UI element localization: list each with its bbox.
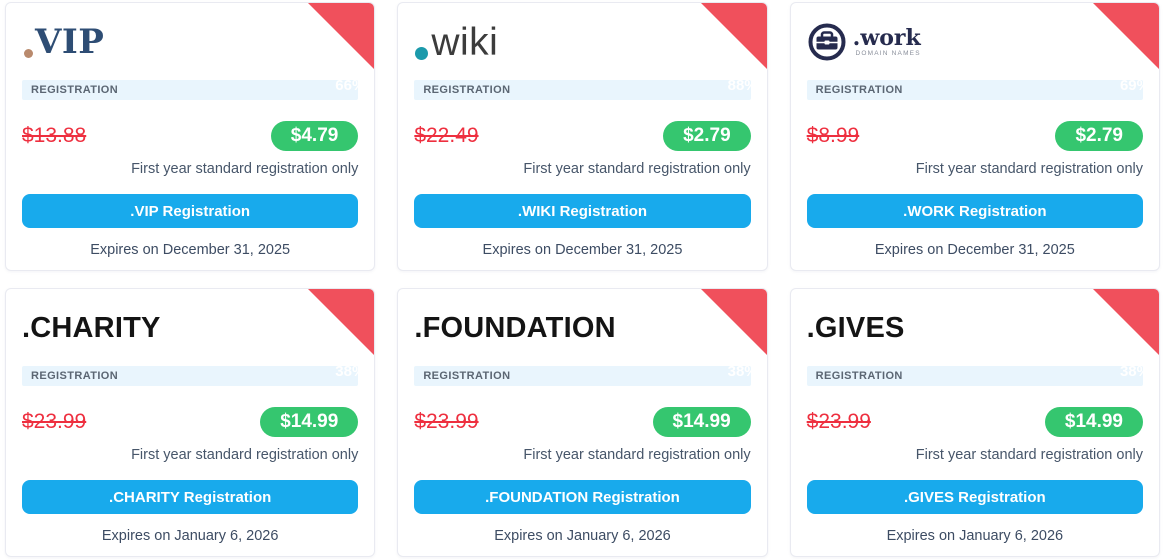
domain-cards-grid: 66% VIP REGISTRATION $13.88 $4.79 [5, 2, 1160, 557]
expiry-text: Expires on January 6, 2026 [101, 528, 279, 544]
old-price: $23.99 [806, 410, 871, 433]
price-note: First year standard registration only [523, 447, 751, 463]
price-note: First year standard registration only [915, 161, 1143, 177]
logo-text: .GIVES [806, 311, 905, 344]
logo-text: .CHARITY [22, 311, 161, 344]
briefcase-icon [807, 22, 847, 62]
expiry-text: Expires on December 31, 2025 [90, 242, 291, 258]
old-price: $22.49 [414, 124, 479, 147]
registration-section-label: REGISTRATION [414, 366, 751, 386]
logo-dot [415, 47, 429, 60]
registration-button[interactable]: .FOUNDATION Registration [414, 480, 751, 514]
discount-percent: 88% [727, 77, 758, 94]
expiry-text: Expires on January 6, 2026 [886, 528, 1064, 544]
registration-section-label: REGISTRATION [414, 80, 751, 100]
new-price-badge: $2.79 [663, 121, 751, 151]
logo-text: wiki [431, 20, 499, 64]
tld-logo: .GIVES [807, 301, 1143, 355]
registration-button[interactable]: .WORK Registration [806, 194, 1143, 228]
registration-section-label: REGISTRATION [806, 366, 1143, 386]
registration-button[interactable]: .VIP Registration [22, 194, 359, 228]
discount-ribbon: 66% [308, 3, 375, 94]
domain-card: 66% VIP REGISTRATION $13.88 $4.79 [5, 2, 376, 271]
domain-card: 38% .FOUNDATION REGISTRATION $23.99 $14 [397, 288, 768, 557]
old-price: $8.99 [806, 124, 860, 147]
discount-percent: 38% [1119, 363, 1150, 380]
discount-percent: 38% [727, 363, 758, 380]
discount-ribbon: 88% [700, 3, 767, 94]
discount-percent: 38% [335, 363, 366, 380]
old-price: $13.88 [22, 124, 87, 147]
domain-card: 38% .CHARITY REGISTRATION $23.99 $14.99 [5, 288, 376, 557]
registration-section-label: REGISTRATION [806, 80, 1143, 100]
price-note: First year standard registration only [523, 161, 751, 177]
price-note: First year standard registration only [131, 161, 359, 177]
domain-card: 69% .work DOMAIN NAMES REGISTRATION $8.9… [789, 2, 1160, 271]
tld-logo: .work DOMAIN NAMES [807, 15, 1143, 69]
discount-ribbon: 69% [1093, 3, 1159, 94]
price-row: $23.99 $14.99 [807, 407, 1143, 437]
expiry-text: Expires on December 31, 2025 [482, 242, 683, 258]
new-price-badge: $14.99 [652, 407, 751, 437]
new-price-badge: $2.79 [1055, 121, 1143, 151]
logo-subtext: DOMAIN NAMES [855, 49, 921, 57]
registration-section-label: REGISTRATION [22, 366, 359, 386]
discount-ribbon: 38% [308, 289, 375, 380]
registration-section-label: REGISTRATION [22, 80, 359, 100]
price-row: $23.99 $14.99 [414, 407, 751, 437]
discount-percent: 69% [1119, 77, 1150, 94]
discount-ribbon: 38% [700, 289, 767, 380]
new-price-badge: $14.99 [260, 407, 359, 437]
domain-card: 38% .GIVES REGISTRATION $23.99 $14.99 [789, 288, 1160, 557]
discount-ribbon: 38% [1093, 289, 1159, 380]
expiry-text: Expires on January 6, 2026 [494, 528, 671, 544]
price-row: $13.88 $4.79 [22, 121, 359, 151]
price-note: First year standard registration only [915, 447, 1143, 463]
registration-button[interactable]: .WIKI Registration [414, 194, 751, 228]
tld-logo: VIP [22, 15, 358, 69]
price-row: $8.99 $2.79 [807, 121, 1143, 151]
price-row: $22.49 $2.79 [414, 121, 751, 151]
price-row: $23.99 $14.99 [22, 407, 359, 437]
logo-dot [24, 49, 33, 58]
registration-button[interactable]: .GIVES Registration [806, 480, 1143, 514]
logo-text: VIP [35, 22, 105, 62]
registration-button[interactable]: .CHARITY Registration [22, 480, 359, 514]
expiry-text: Expires on December 31, 2025 [874, 242, 1075, 258]
tld-logo: .CHARITY [22, 301, 358, 355]
old-price: $23.99 [22, 410, 87, 433]
tld-logo: .FOUNDATION [414, 301, 750, 355]
logo-text: .FOUNDATION [414, 311, 616, 344]
new-price-badge: $4.79 [270, 121, 359, 151]
domain-card: 88% wiki REGISTRATION $22.49 $2.79 [397, 2, 768, 271]
new-price-badge: $14.99 [1044, 407, 1143, 437]
tld-logo: wiki [414, 15, 750, 69]
logo-text: .work [852, 24, 921, 51]
discount-percent: 66% [335, 77, 366, 94]
old-price: $23.99 [414, 410, 479, 433]
price-note: First year standard registration only [131, 447, 359, 463]
